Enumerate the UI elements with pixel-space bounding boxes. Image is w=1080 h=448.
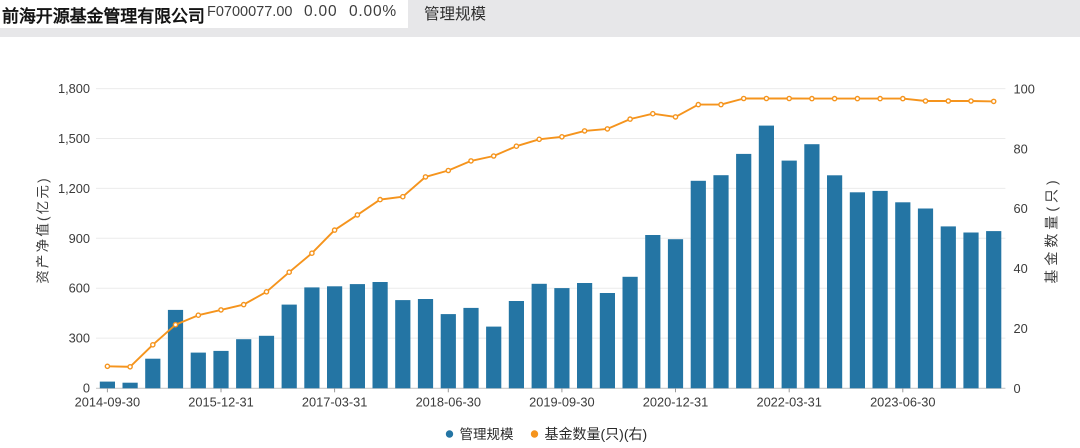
svg-text:300: 300 — [69, 331, 90, 346]
svg-text:0: 0 — [83, 381, 90, 396]
svg-text:900: 900 — [69, 231, 90, 246]
svg-text:60: 60 — [1014, 201, 1028, 216]
svg-text:2017-03-31: 2017-03-31 — [302, 394, 367, 409]
svg-text:40: 40 — [1014, 261, 1028, 276]
svg-text:管理规模: 管理规模 — [460, 427, 514, 442]
svg-text:基金数量(只): 基金数量(只) — [1044, 176, 1060, 283]
svg-text:2023-06-30: 2023-06-30 — [870, 394, 935, 409]
svg-text:100: 100 — [1014, 82, 1035, 97]
svg-text:600: 600 — [69, 281, 90, 296]
svg-text:2018-06-30: 2018-06-30 — [416, 394, 481, 409]
svg-text:1,800: 1,800 — [58, 81, 90, 96]
svg-text:20: 20 — [1014, 321, 1028, 336]
svg-text:资产净值(亿元): 资产净值(亿元) — [35, 176, 50, 284]
svg-text:2020-12-31: 2020-12-31 — [643, 394, 708, 409]
svg-text:基金数量(只)(右): 基金数量(只)(右) — [545, 426, 648, 442]
svg-text:2019-09-30: 2019-09-30 — [529, 394, 594, 409]
svg-text:1,200: 1,200 — [58, 181, 90, 196]
svg-text:2015-12-31: 2015-12-31 — [188, 394, 253, 409]
svg-text:0: 0 — [1014, 381, 1021, 396]
svg-text:1,500: 1,500 — [58, 131, 90, 146]
svg-text:2022-03-31: 2022-03-31 — [756, 394, 821, 409]
svg-text:2014-09-30: 2014-09-30 — [75, 394, 140, 409]
svg-text:80: 80 — [1014, 141, 1028, 156]
